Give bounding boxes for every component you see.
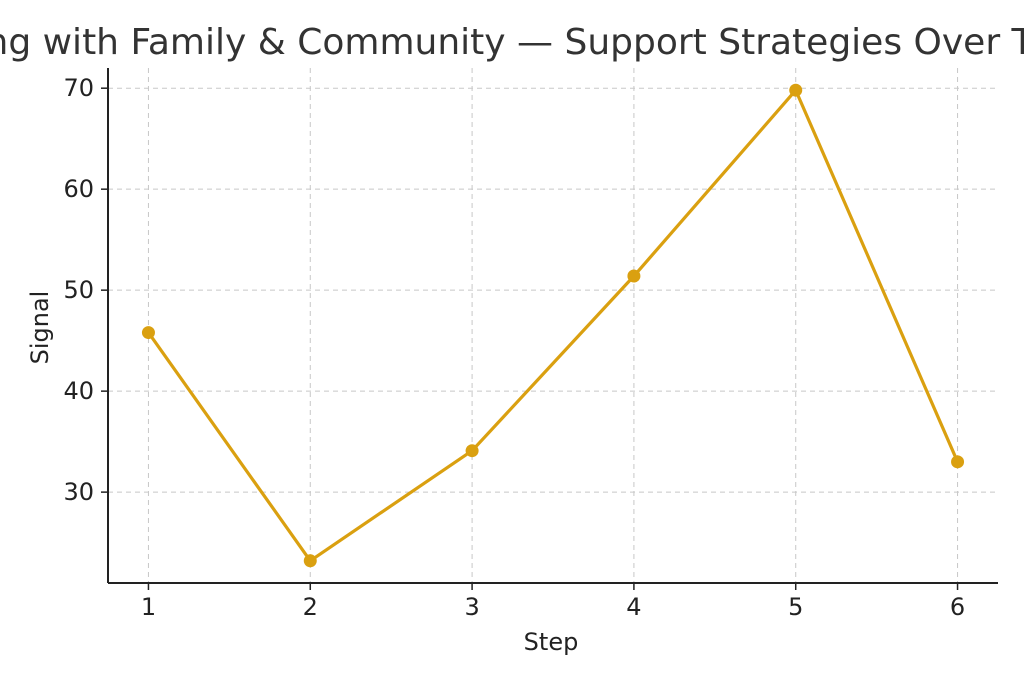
grid: [108, 68, 998, 583]
data-point: [789, 83, 803, 97]
data-point: [627, 269, 641, 283]
y-tick-label: 40: [63, 377, 94, 405]
y-axis-ticks: 30 40 50 60 70: [63, 74, 108, 506]
chart-title: Working with Family & Community — Suppor…: [0, 22, 1024, 63]
y-tick-label: 30: [63, 478, 94, 506]
data-point: [465, 444, 479, 458]
data-point: [951, 455, 965, 469]
data-point: [303, 554, 317, 568]
y-tick-label: 50: [63, 276, 94, 304]
x-tick-label: 1: [141, 593, 156, 621]
x-tick-label: 6: [950, 593, 965, 621]
y-tick-label: 60: [63, 175, 94, 203]
series-line: [146, 88, 960, 563]
y-axis-label: Signal: [26, 291, 54, 365]
x-tick-label: 3: [464, 593, 479, 621]
x-tick-label: 4: [626, 593, 641, 621]
y-tick-label: 70: [63, 74, 94, 102]
x-tick-label: 2: [303, 593, 318, 621]
x-axis-label: Step: [524, 628, 579, 656]
axes: [107, 68, 998, 584]
x-axis-ticks: 1 2 3 4 5 6: [141, 583, 965, 621]
series-layer: [141, 83, 965, 568]
x-tick-label: 5: [788, 593, 803, 621]
data-point: [141, 326, 155, 340]
